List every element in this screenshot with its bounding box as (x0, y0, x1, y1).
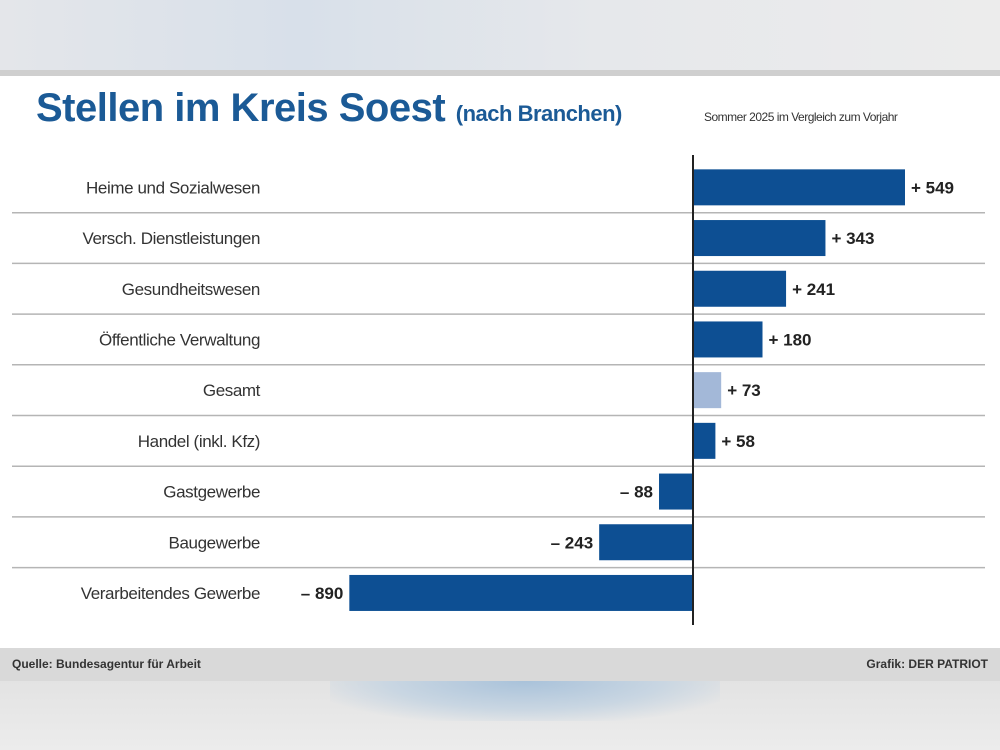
source-note: Quelle: Bundesagentur für Arbeit (12, 657, 201, 671)
bar (693, 422, 716, 459)
title-main: Stellen im Kreis Soest (36, 86, 446, 130)
bar (693, 270, 787, 307)
category-label: Gastgewerbe (163, 483, 260, 502)
category-label: Versch. Dienstleistungen (82, 229, 260, 248)
bar (599, 524, 693, 561)
value-label: – 890 (301, 584, 344, 603)
background-blur-blue (330, 681, 720, 721)
chart-subtitle: Sommer 2025 im Vergleich zum Vorjahr (704, 110, 898, 124)
footer-bar (0, 648, 1000, 681)
value-label: + 549 (911, 178, 954, 197)
background-blur-top (0, 0, 1000, 70)
value-label: + 241 (792, 280, 835, 299)
value-label: – 243 (551, 533, 594, 552)
category-label: Gesamt (203, 381, 261, 400)
category-label: Verarbeitendes Gewerbe (81, 584, 260, 603)
value-label: + 73 (727, 381, 761, 400)
category-label: Öffentliche Verwaltung (99, 330, 260, 349)
category-label: Heime und Sozialwesen (86, 178, 260, 197)
category-label: Gesundheitswesen (122, 280, 260, 299)
bar (693, 169, 905, 206)
chart-title: Stellen im Kreis Soest (nach Branchen) (36, 86, 622, 131)
bar (693, 321, 763, 358)
bar (693, 372, 722, 409)
graphic-credit: Grafik: DER PATRIOT (866, 657, 988, 671)
bar (659, 473, 693, 510)
category-label: Baugewerbe (169, 533, 260, 552)
bar (693, 220, 826, 257)
value-label: + 343 (831, 229, 874, 248)
value-label: + 180 (769, 330, 812, 349)
title-suffix: (nach Branchen) (455, 101, 623, 126)
category-label: Handel (inkl. Kfz) (138, 432, 260, 451)
value-label: + 58 (721, 432, 755, 451)
bar (349, 574, 693, 611)
divider (0, 70, 1000, 76)
value-label: – 88 (620, 483, 653, 502)
